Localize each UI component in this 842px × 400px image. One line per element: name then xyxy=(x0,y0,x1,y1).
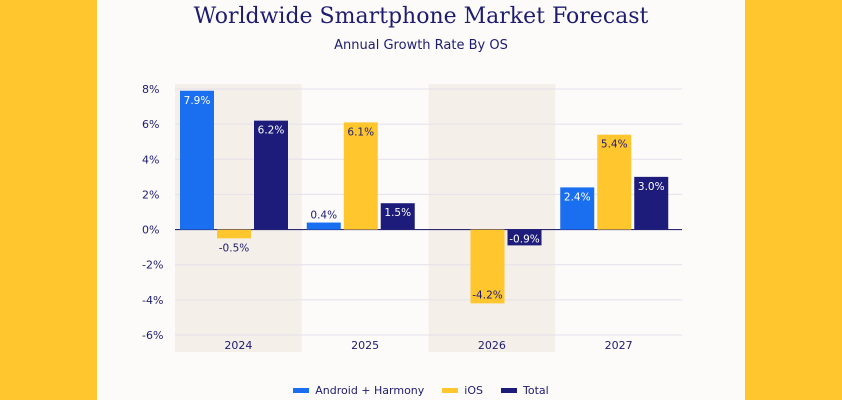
y-tick-label: 0% xyxy=(142,224,159,237)
legend-label: Android + Harmony xyxy=(315,384,425,397)
legend: Android + Harmony iOS Total xyxy=(0,384,842,397)
y-tick-label: 6% xyxy=(142,118,159,131)
bar-android-harmony-2025 xyxy=(306,222,341,230)
bar-ios-2026 xyxy=(470,229,505,304)
data-label: -0.9% xyxy=(509,234,539,246)
x-tick-label: 2024 xyxy=(224,339,252,352)
bar-total-2026 xyxy=(507,229,542,246)
legend-label: Total xyxy=(523,384,549,397)
bar-android-harmony-2027 xyxy=(560,187,595,230)
legend-item: Total xyxy=(501,384,549,397)
bar-ios-2024 xyxy=(217,229,251,239)
data-label: 0.4% xyxy=(310,210,337,222)
category-band xyxy=(428,84,556,352)
legend-item: iOS xyxy=(442,384,483,397)
y-tick-label: -4% xyxy=(142,294,163,307)
y-tick-label: 2% xyxy=(142,188,159,201)
y-tick-label: 8% xyxy=(142,83,159,96)
bar-ios-2025 xyxy=(343,122,378,230)
data-label: -4.2% xyxy=(472,289,502,301)
x-tick-label: 2025 xyxy=(351,339,379,352)
legend-swatch xyxy=(293,388,310,393)
bar-ios-2027 xyxy=(597,134,632,230)
legend-label: iOS xyxy=(464,384,483,397)
y-tick-label: 4% xyxy=(142,153,159,166)
data-label: 1.5% xyxy=(384,207,411,219)
legend-swatch xyxy=(501,388,517,393)
bar-total-2027 xyxy=(634,176,669,230)
data-label: 2.4% xyxy=(564,191,591,203)
x-tick-label: 2027 xyxy=(605,339,633,352)
chart-subtitle: Annual Growth Rate By OS xyxy=(334,38,508,53)
bar-total-2024 xyxy=(254,120,288,230)
bar-total-2025 xyxy=(380,203,415,230)
data-label: 6.1% xyxy=(347,126,374,138)
y-tick-label: -2% xyxy=(142,259,163,272)
chart-title: Worldwide Smartphone Market Forecast xyxy=(193,4,649,29)
data-label: 6.2% xyxy=(258,125,285,137)
data-label: 3.0% xyxy=(638,181,665,193)
y-tick-label: -6% xyxy=(142,329,163,342)
legend-swatch xyxy=(442,388,459,393)
bar-android-harmony-2024 xyxy=(180,90,214,230)
legend-item: Android + Harmony xyxy=(293,384,424,397)
x-tick-label: 2026 xyxy=(478,339,506,352)
data-label: -0.5% xyxy=(219,242,249,254)
data-label: 7.9% xyxy=(184,95,211,107)
data-label: 5.4% xyxy=(601,139,628,151)
